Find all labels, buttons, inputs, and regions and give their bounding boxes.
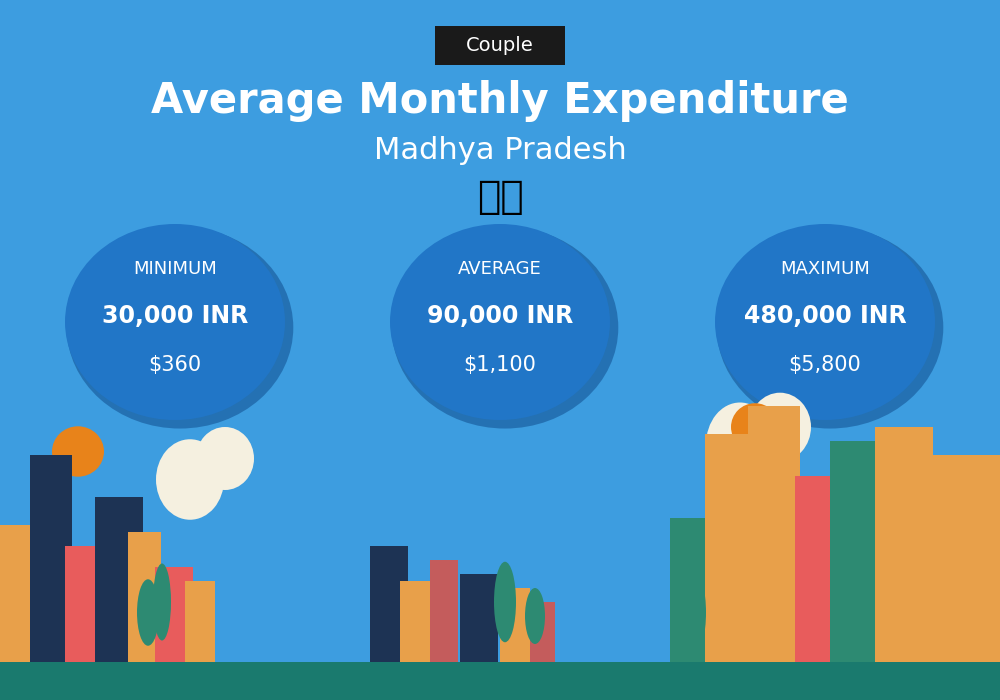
Ellipse shape: [156, 440, 224, 519]
Ellipse shape: [731, 403, 779, 451]
Ellipse shape: [706, 402, 774, 486]
Bar: [460, 574, 498, 665]
Ellipse shape: [494, 561, 516, 643]
Bar: [400, 581, 433, 665]
Bar: [530, 602, 555, 665]
Ellipse shape: [392, 227, 618, 428]
Bar: [875, 427, 933, 665]
Bar: [65, 546, 103, 665]
Ellipse shape: [137, 580, 159, 645]
Text: 90,000 INR: 90,000 INR: [427, 304, 573, 328]
Text: 🇮🇳: 🇮🇳: [477, 178, 523, 216]
Bar: [830, 441, 878, 665]
Text: Average Monthly Expenditure: Average Monthly Expenditure: [151, 80, 849, 122]
Bar: [928, 455, 1000, 665]
Bar: [500, 588, 530, 665]
Text: 30,000 INR: 30,000 INR: [102, 304, 248, 328]
Bar: [30, 455, 72, 665]
Ellipse shape: [715, 224, 935, 420]
Ellipse shape: [65, 224, 285, 420]
Bar: [0, 662, 1000, 700]
FancyBboxPatch shape: [435, 26, 565, 64]
Bar: [128, 532, 161, 665]
Bar: [670, 518, 708, 665]
Bar: [705, 434, 753, 665]
Ellipse shape: [525, 588, 545, 644]
Ellipse shape: [684, 573, 706, 652]
Bar: [795, 476, 833, 665]
Ellipse shape: [67, 227, 293, 428]
Text: MAXIMUM: MAXIMUM: [780, 260, 870, 278]
Ellipse shape: [390, 224, 610, 420]
Ellipse shape: [153, 564, 171, 640]
Ellipse shape: [52, 426, 104, 477]
Bar: [185, 581, 215, 665]
Text: $5,800: $5,800: [789, 355, 861, 375]
Text: 480,000 INR: 480,000 INR: [744, 304, 906, 328]
Text: Couple: Couple: [466, 36, 534, 55]
Bar: [95, 497, 143, 665]
Text: AVERAGE: AVERAGE: [458, 260, 542, 278]
Text: $360: $360: [148, 355, 202, 375]
Bar: [155, 567, 193, 665]
Bar: [748, 406, 800, 665]
Bar: [370, 546, 408, 665]
Text: Madhya Pradesh: Madhya Pradesh: [374, 136, 626, 165]
Text: $1,100: $1,100: [464, 355, 536, 375]
Ellipse shape: [196, 427, 254, 490]
Ellipse shape: [749, 393, 811, 461]
Bar: [0, 525, 55, 665]
Text: MINIMUM: MINIMUM: [133, 260, 217, 278]
Bar: [430, 560, 458, 665]
Ellipse shape: [717, 227, 943, 428]
